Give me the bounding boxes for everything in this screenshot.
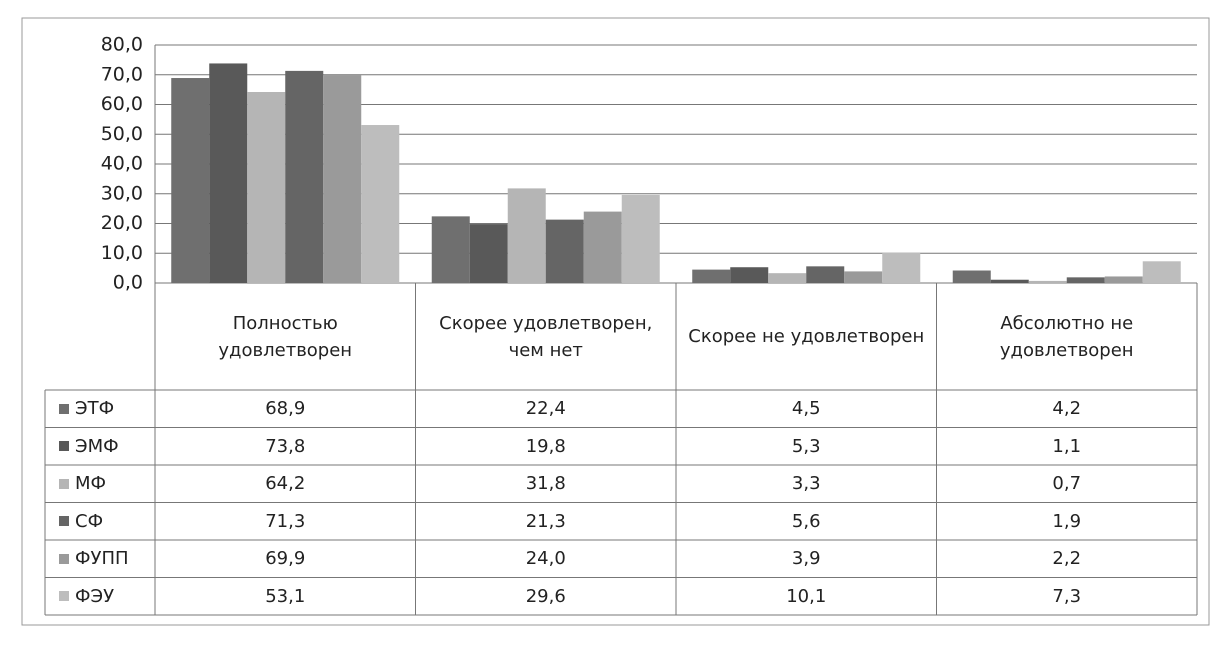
table-value: 0,7: [1052, 473, 1082, 495]
bar: [469, 224, 508, 283]
bar: [361, 125, 400, 283]
table-value: 71,3: [265, 510, 306, 532]
category-label: Полностью удовлетворен: [218, 312, 353, 361]
legend-label: ЭМФ: [75, 435, 119, 457]
legend-entry: СФ: [45, 503, 155, 541]
bar: [806, 266, 845, 283]
bar: [621, 194, 660, 283]
table-value: 53,1: [265, 585, 306, 607]
legend-swatch: [59, 403, 69, 414]
bar: [768, 273, 807, 283]
bar: [1066, 277, 1105, 283]
legend-label: ФУПП: [75, 548, 129, 570]
table-value: 1,1: [1052, 435, 1082, 457]
bar: [1142, 261, 1181, 283]
legend-swatch: [59, 591, 69, 602]
y-tick-label: 50,0: [101, 123, 143, 145]
legend-swatch: [59, 553, 69, 564]
bar: [507, 188, 546, 283]
table-value: 4,2: [1052, 398, 1082, 420]
y-tick-label: 0,0: [113, 272, 143, 294]
legend-swatch: [59, 516, 69, 527]
table-value: 10,1: [786, 585, 827, 607]
table-value: 29,6: [525, 585, 566, 607]
bar: [323, 75, 362, 283]
bar: [247, 92, 286, 283]
bar: [171, 78, 210, 284]
y-tick-label: 70,0: [101, 63, 143, 85]
table-value: 31,8: [525, 473, 566, 495]
y-tick-label: 30,0: [101, 182, 143, 204]
bar: [730, 267, 769, 283]
legend-swatch: [59, 478, 69, 489]
legend-label: ФЭУ: [75, 585, 115, 607]
legend-entry: ФЭУ: [45, 578, 155, 616]
bar: [431, 216, 470, 283]
legend-label: ЭТФ: [75, 398, 115, 420]
table-value: 22,4: [525, 398, 566, 420]
bar: [285, 70, 324, 283]
bar: [583, 211, 622, 283]
bar: [882, 252, 921, 283]
bar: [1028, 280, 1067, 283]
category-label: Абсолютно не удовлетворен: [999, 312, 1134, 361]
table-value: 21,3: [525, 510, 566, 532]
bar: [844, 271, 883, 283]
table-value: 1,9: [1052, 510, 1082, 532]
table-value: 24,0: [525, 548, 566, 570]
table-value: 2,2: [1052, 548, 1082, 570]
bar: [545, 219, 584, 283]
bar: [990, 279, 1029, 283]
table-value: 4,5: [791, 398, 821, 420]
y-tick-label: 10,0: [101, 242, 143, 264]
category-label: Скорее удовлетворен, чем нет: [439, 312, 653, 361]
table-value: 7,3: [1052, 585, 1082, 607]
y-tick-label: 40,0: [101, 153, 143, 175]
legend-entry: МФ: [45, 465, 155, 503]
bar: [692, 269, 731, 283]
legend-label: СФ: [75, 510, 104, 532]
table-value: 5,6: [791, 510, 821, 532]
table-value: 68,9: [265, 398, 306, 420]
table-value: 69,9: [265, 548, 306, 570]
frame: [21, 17, 1210, 626]
legend-swatch: [59, 441, 69, 452]
legend-label: МФ: [75, 473, 107, 495]
legend-entry: ЭТФ: [45, 390, 155, 428]
legend-entry: ФУПП: [45, 540, 155, 578]
y-tick-label: 60,0: [101, 93, 143, 115]
table-value: 5,3: [791, 435, 821, 457]
category-label: Скорее не удовлетворен: [688, 326, 925, 347]
y-tick-label: 20,0: [101, 212, 143, 234]
bar: [209, 63, 248, 283]
y-tick-label: 80,0: [101, 34, 143, 56]
table-value: 64,2: [265, 473, 306, 495]
bar: [1104, 276, 1143, 283]
legend-entry: ЭМФ: [45, 428, 155, 466]
bar: [952, 270, 991, 283]
table-value: 3,3: [791, 473, 821, 495]
table-value: 73,8: [265, 435, 306, 457]
table-value: 19,8: [525, 435, 566, 457]
table-value: 3,9: [791, 548, 821, 570]
